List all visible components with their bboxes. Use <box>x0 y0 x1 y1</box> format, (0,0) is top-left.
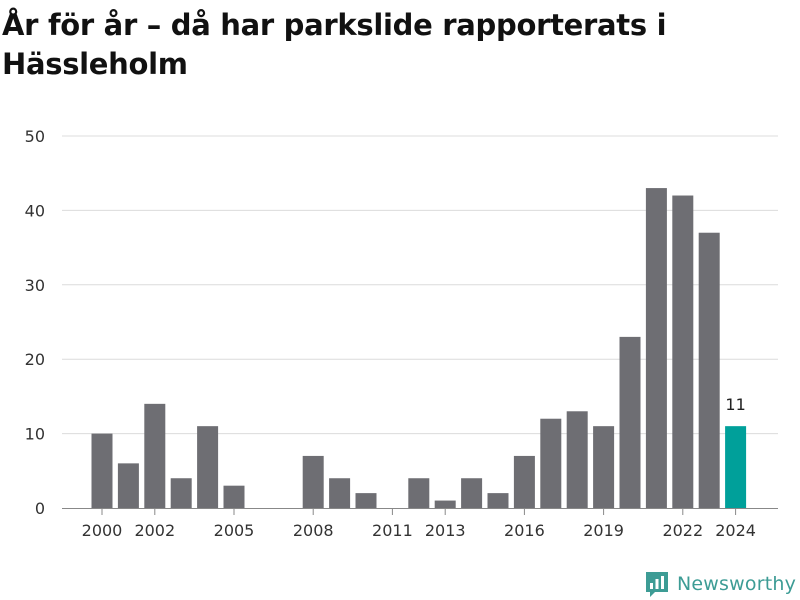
bar-2003 <box>170 478 192 508</box>
brand-logo: Newsworthy <box>644 568 796 600</box>
y-axis-tick-labels: 0 10 20 30 40 50 <box>25 127 45 518</box>
bar-2022 <box>672 195 694 508</box>
bar-2009 <box>329 478 351 508</box>
x-tick-label-2005: 2005 <box>214 521 255 540</box>
bar-2010 <box>355 493 377 508</box>
bar-2016 <box>513 455 535 508</box>
bar-2018 <box>566 411 588 508</box>
y-tick-label-50: 50 <box>25 127 45 146</box>
data-label-2024: 11 <box>725 395 745 414</box>
bar-2015 <box>487 493 509 508</box>
data-labels: 11 <box>725 395 745 414</box>
newsworthy-logo-icon <box>646 572 668 597</box>
x-tick-label-2013: 2013 <box>425 521 466 540</box>
brand-name: Newsworthy <box>677 573 797 595</box>
bar-2020 <box>619 336 641 508</box>
x-tick-label-2019: 2019 <box>583 521 624 540</box>
bars <box>91 188 747 508</box>
y-tick-label-0: 0 <box>35 499 45 518</box>
x-tick-label-2016: 2016 <box>504 521 545 540</box>
bar-2002 <box>144 403 166 508</box>
bar-2019 <box>593 426 615 508</box>
y-tick-label-40: 40 <box>25 201 45 220</box>
bar-2017 <box>540 418 562 508</box>
x-tick-label-2008: 2008 <box>293 521 334 540</box>
bar-2021 <box>645 188 667 508</box>
x-tick-label-2011: 2011 <box>372 521 413 540</box>
x-tick-label-2000: 2000 <box>82 521 123 540</box>
y-tick-label-30: 30 <box>25 276 45 295</box>
y-tick-label-20: 20 <box>25 350 45 369</box>
bar-2005 <box>223 485 245 508</box>
bar-2023 <box>698 232 720 508</box>
bar-2004 <box>197 426 219 508</box>
x-axis-tick-labels: 2000 2002 2005 2008 2011 2013 2016 2019 2022 2024 <box>82 509 756 540</box>
bar-2000 <box>91 433 113 508</box>
x-tick-label-2002: 2002 <box>134 521 175 540</box>
bar-2001 <box>117 463 139 508</box>
bar-2008 <box>302 455 324 508</box>
bar-2024 <box>725 426 747 508</box>
bar-2012 <box>408 478 430 508</box>
gridlines <box>62 135 778 435</box>
chart-title: År för år – då har parkslide rapporterat… <box>2 8 667 81</box>
bar-2013 <box>434 500 456 508</box>
y-tick-label-10: 10 <box>25 425 45 444</box>
x-tick-label-2024: 2024 <box>715 521 756 540</box>
x-tick-label-2022: 2022 <box>662 521 703 540</box>
bar-2014 <box>461 478 483 508</box>
